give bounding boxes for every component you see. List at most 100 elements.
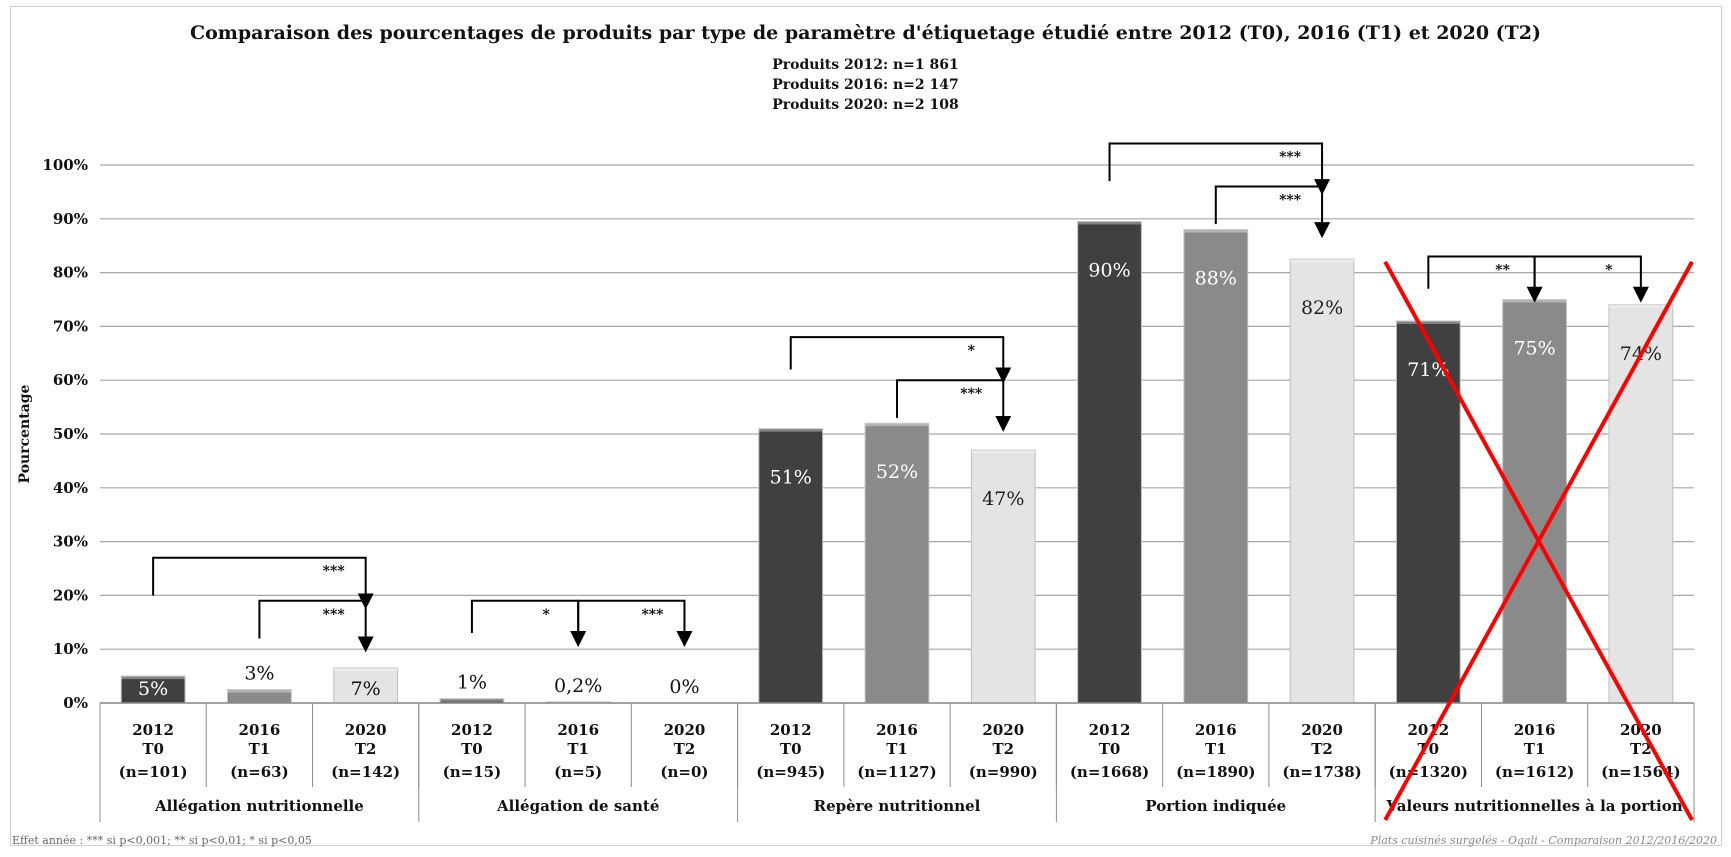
significance-stars: *** <box>323 564 346 580</box>
data-label: 71% <box>1407 359 1449 381</box>
significance-stars: *** <box>323 607 346 623</box>
x-tick-period: T0 <box>780 740 802 758</box>
bar <box>1077 220 1142 704</box>
x-tick-n: (n=1612) <box>1495 763 1574 781</box>
bar-highlight <box>121 676 186 680</box>
y-tick-label: 90% <box>53 210 88 228</box>
significance-bracket <box>258 599 374 653</box>
group-label: Allégation nutritionnelle <box>154 797 364 815</box>
cross-line <box>1383 260 1694 821</box>
x-tick-n: (n=5) <box>554 763 602 781</box>
bar <box>1183 229 1249 704</box>
bar-highlight <box>971 450 1036 454</box>
y-axis-label: Pourcentage <box>17 384 33 483</box>
significance-bracket <box>152 556 374 610</box>
data-label: 51% <box>770 467 812 489</box>
x-tick-n: (n=1738) <box>1282 763 1361 781</box>
bar-highlight <box>758 428 823 432</box>
bar <box>1502 299 1567 704</box>
x-tick-n: (n=101) <box>119 763 188 781</box>
significance-stars: * <box>543 607 551 623</box>
x-tick-year: 2020 <box>1301 721 1343 739</box>
bar-highlight <box>1608 304 1673 308</box>
footnote: Effet année : *** si p<0,001; ** si p<0,… <box>12 834 312 847</box>
x-tick-n: (n=1320) <box>1389 763 1468 781</box>
y-tick-label: 50% <box>53 425 88 443</box>
bar <box>1395 320 1461 704</box>
data-label: 88% <box>1195 268 1237 290</box>
x-tick-n: (n=990) <box>969 763 1038 781</box>
y-tick-label: 80% <box>53 264 88 282</box>
data-label: 0,2% <box>554 675 602 697</box>
data-label: 75% <box>1513 338 1555 360</box>
bar <box>970 449 1036 704</box>
data-label: 5% <box>138 678 168 700</box>
significance-bracket <box>1108 142 1331 196</box>
x-tick-n: (n=945) <box>756 763 825 781</box>
x-tick-year: 2016 <box>876 721 918 739</box>
x-tick-year: 2012 <box>132 721 174 739</box>
y-tick-label: 10% <box>53 640 88 658</box>
x-tick-year: 2012 <box>770 721 812 739</box>
bar-highlight <box>865 423 929 427</box>
data-label: 1% <box>457 672 487 694</box>
significance-stars: * <box>968 343 976 359</box>
bar <box>758 428 824 704</box>
bar <box>333 667 399 704</box>
subtitle-line-2020: Produits 2020: n=2 108 <box>772 97 959 113</box>
x-tick-n: (n=1127) <box>857 763 936 781</box>
data-label: 0% <box>669 676 699 698</box>
significance-bracket <box>577 599 693 648</box>
x-tick-period: T0 <box>142 740 164 758</box>
bar-highlight <box>1396 321 1461 325</box>
x-tick-period: T2 <box>1311 740 1333 758</box>
data-label: 47% <box>982 488 1024 510</box>
x-tick-period: T2 <box>992 740 1014 758</box>
group-label: Allégation de santé <box>496 797 659 815</box>
data-label: 90% <box>1088 259 1130 281</box>
x-tick-year: 2020 <box>982 721 1024 739</box>
subtitle-line-2016: Produits 2016: n=2 147 <box>772 77 959 93</box>
source-note: Plats cuisinés surgelés - Oqali - Compar… <box>1370 834 1717 847</box>
x-tick-year: 2016 <box>557 721 599 739</box>
x-tick-period: T1 <box>1205 740 1227 758</box>
chart-frame <box>10 6 1722 846</box>
x-tick-period: T2 <box>1630 740 1652 758</box>
data-label: 3% <box>244 663 274 685</box>
data-label: 52% <box>876 461 918 483</box>
x-tick-period: T1 <box>249 740 271 758</box>
x-tick-n: (n=1668) <box>1070 763 1149 781</box>
y-tick-label: 70% <box>53 317 88 335</box>
x-tick-period: T0 <box>461 740 483 758</box>
significance-stars: * <box>1605 262 1613 278</box>
significance-bracket <box>896 379 1012 432</box>
x-tick-n: (n=1564) <box>1601 763 1680 781</box>
significance-bracket <box>789 336 1012 384</box>
group-label: Valeurs nutritionnelles à la portion <box>1386 797 1683 815</box>
significance-stars: *** <box>960 386 983 402</box>
x-tick-n: (n=0) <box>660 763 708 781</box>
bar-highlight <box>227 689 292 693</box>
group-label: Portion indiquée <box>1145 797 1286 815</box>
x-tick-n: (n=1890) <box>1176 763 1255 781</box>
x-tick-period: T2 <box>674 740 696 758</box>
y-tick-label: 0% <box>63 694 88 712</box>
bar <box>864 422 930 704</box>
y-tick-label: 30% <box>53 533 88 551</box>
subtitle-line-2012: Produits 2012: n=1 861 <box>772 57 959 73</box>
bar <box>1289 258 1355 704</box>
significance-bracket <box>1533 255 1649 303</box>
significance-bracket <box>1427 255 1543 303</box>
data-label: 7% <box>351 678 381 700</box>
x-tick-period: T1 <box>1524 740 1546 758</box>
bar-highlight <box>440 698 504 702</box>
x-tick-period: T0 <box>1099 740 1121 758</box>
group-label: Repère nutritionnel <box>814 797 981 815</box>
x-tick-n: (n=15) <box>443 763 502 781</box>
x-tick-year: 2020 <box>664 721 706 739</box>
x-tick-year: 2012 <box>1089 721 1131 739</box>
bar-highlight <box>333 668 398 672</box>
x-tick-n: (n=63) <box>230 763 289 781</box>
data-label: 82% <box>1301 297 1343 319</box>
